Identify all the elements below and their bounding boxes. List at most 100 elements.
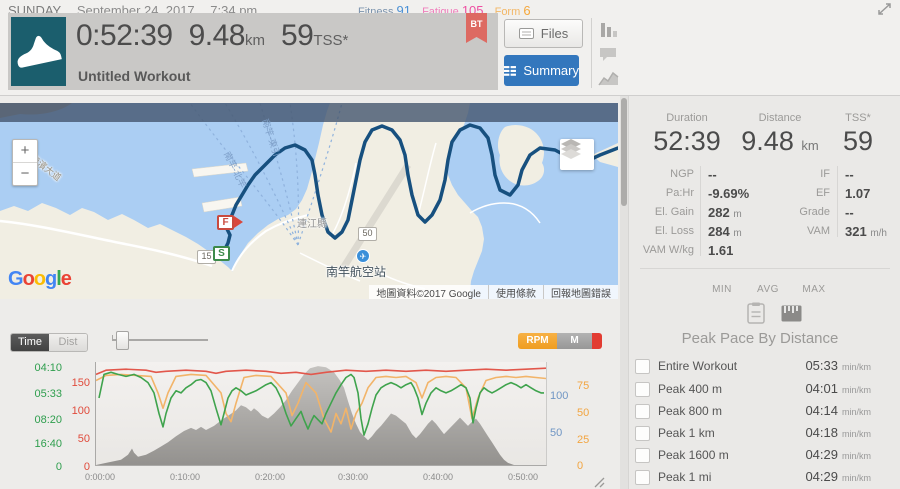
grade-label: Grade	[799, 206, 830, 218]
pace-tick-4: 0	[55, 461, 62, 473]
map-layers-button[interactable]	[560, 139, 594, 170]
x-tick-3: 0:30:00	[337, 472, 369, 482]
xaxis-mode-toggle: Time Dist	[10, 333, 88, 352]
grade-value: --	[845, 205, 854, 220]
workout-distance: 9.48	[188, 19, 246, 52]
toggle-dist-button[interactable]: Dist	[49, 334, 87, 351]
workout-tss-unit: TSS*	[313, 32, 349, 49]
vamwkg-value: 1.61	[708, 243, 734, 258]
stats-divider-left	[700, 166, 701, 256]
elloss-value: 284 m	[708, 224, 742, 239]
finish-marker-flag	[234, 216, 243, 228]
ngp-label: NGP	[670, 168, 694, 180]
summary-button[interactable]: Summary	[504, 55, 579, 86]
files-label: Files	[540, 26, 569, 41]
heart-rate-line	[95, 367, 547, 376]
smoothing-slider-handle[interactable]	[116, 331, 129, 350]
peak-checkbox-1600m[interactable]	[635, 448, 650, 463]
form-value: 6	[523, 3, 531, 18]
toggle-time-button[interactable]: Time	[11, 334, 49, 351]
plot-svg	[95, 366, 547, 465]
comments-icon[interactable]	[598, 46, 618, 68]
duration-stat: Duration 52:39	[642, 112, 732, 157]
peaks-by-distance-tab[interactable]	[781, 305, 802, 327]
chip-bpm-partial[interactable]	[592, 333, 602, 349]
island-east	[497, 125, 545, 186]
google-logo[interactable]: Google	[8, 268, 72, 290]
peaks-by-time-tab[interactable]	[747, 302, 765, 329]
terms-link[interactable]: 使用條款	[488, 284, 543, 299]
map-zoom-control: + −	[12, 139, 38, 186]
pier-north	[191, 162, 249, 178]
cad-tick-1: 50	[577, 407, 590, 419]
summary-icon	[504, 65, 516, 76]
tss-stat: TSS* 59	[825, 112, 891, 157]
road-south-1	[299, 252, 361, 282]
graph-panel: Time Dist RPM M 04:10	[0, 325, 618, 489]
files-icon	[518, 28, 534, 39]
avg-col-header: AVG	[757, 284, 779, 295]
vam-label: VAM	[806, 225, 830, 237]
start-marker: S	[213, 246, 230, 261]
files-button[interactable]: Files	[504, 19, 583, 48]
resize-handle[interactable]	[594, 475, 605, 489]
pahr-label: Pa:Hr	[665, 187, 694, 199]
min-col-header: MIN	[712, 284, 732, 295]
pahr-value: -9.69%	[708, 186, 750, 201]
pace-tick-1: 05:33	[34, 388, 62, 400]
ferry-line-1	[189, 103, 299, 246]
distance-stat: Distance 9.48 km	[732, 112, 828, 157]
report-error-link[interactable]: 回報地圖錯誤	[543, 284, 618, 299]
x-tick-4: 0:40:00	[422, 472, 454, 482]
hr-tick-3: 0	[83, 461, 90, 473]
panel-scrollbar-track[interactable]	[620, 96, 629, 489]
elloss-label: El. Loss	[654, 225, 694, 237]
map-zoom-in-button[interactable]: +	[13, 140, 37, 163]
peak-checkbox-1mi[interactable]	[635, 470, 650, 485]
road-hill-1	[329, 162, 357, 239]
x-tick-1: 0:10:00	[169, 472, 201, 482]
peaks-title: Peak Pace By Distance	[681, 330, 839, 347]
elev-tick-0: 100	[550, 390, 569, 402]
workout-plot[interactable]	[95, 362, 547, 466]
expand-icon[interactable]	[877, 2, 893, 16]
peak-checkbox-800m[interactable]	[635, 404, 650, 419]
smoothing-slider-track[interactable]	[112, 339, 208, 341]
distance-stat-value: 9.48 km	[741, 126, 819, 156]
series-unit-chips: RPM M	[518, 333, 602, 349]
distance-stat-label: Distance	[758, 112, 802, 124]
hr-tick-1: 100	[71, 405, 90, 417]
peak-checkbox-1km[interactable]	[635, 426, 650, 441]
map-top-band	[0, 103, 618, 122]
elevation-area	[96, 366, 546, 465]
workout-duration: 0:52:39	[76, 19, 173, 52]
pace-tick-3: 16:40	[34, 438, 62, 450]
pier-south	[201, 196, 243, 213]
peak-checkbox-400m[interactable]	[635, 382, 650, 397]
duration-stat-value: 52:39	[653, 126, 721, 156]
header-separator	[591, 18, 592, 88]
clipboard-icon	[747, 302, 765, 324]
run-shoe-icon	[11, 17, 66, 86]
land-main	[230, 103, 484, 299]
chip-m[interactable]: M	[557, 333, 592, 349]
land-southwest	[0, 203, 252, 299]
tss-stat-label: TSS*	[845, 112, 871, 124]
route-map[interactable]: 南竿-東引 南竿-北竿 海濱大道 連江縣 南竿航空站 ✈ 15 50 F S +…	[0, 103, 618, 299]
max-col-header: MAX	[802, 284, 826, 295]
peak-checkbox-entire[interactable]	[635, 359, 650, 374]
chip-rpm[interactable]: RPM	[518, 333, 557, 349]
charts-view-icon[interactable]	[598, 19, 620, 46]
workout-tss: 59	[280, 19, 314, 52]
trend-graph-icon[interactable]	[598, 69, 619, 92]
stats-divider-right	[837, 166, 838, 237]
panel-scrollbar-thumb[interactable]	[621, 98, 627, 206]
map-zoom-out-button[interactable]: −	[20, 165, 30, 182]
cad-tick-0: 75	[577, 380, 590, 392]
road-hill-2	[417, 142, 437, 216]
workout-headline: 0:52:39 9.48km 59TSS*	[76, 19, 348, 53]
map-data-credit: 地圖資料©2017 Google	[376, 288, 481, 300]
county-label: 連江縣	[297, 219, 327, 230]
ngp-value: --	[708, 167, 717, 182]
